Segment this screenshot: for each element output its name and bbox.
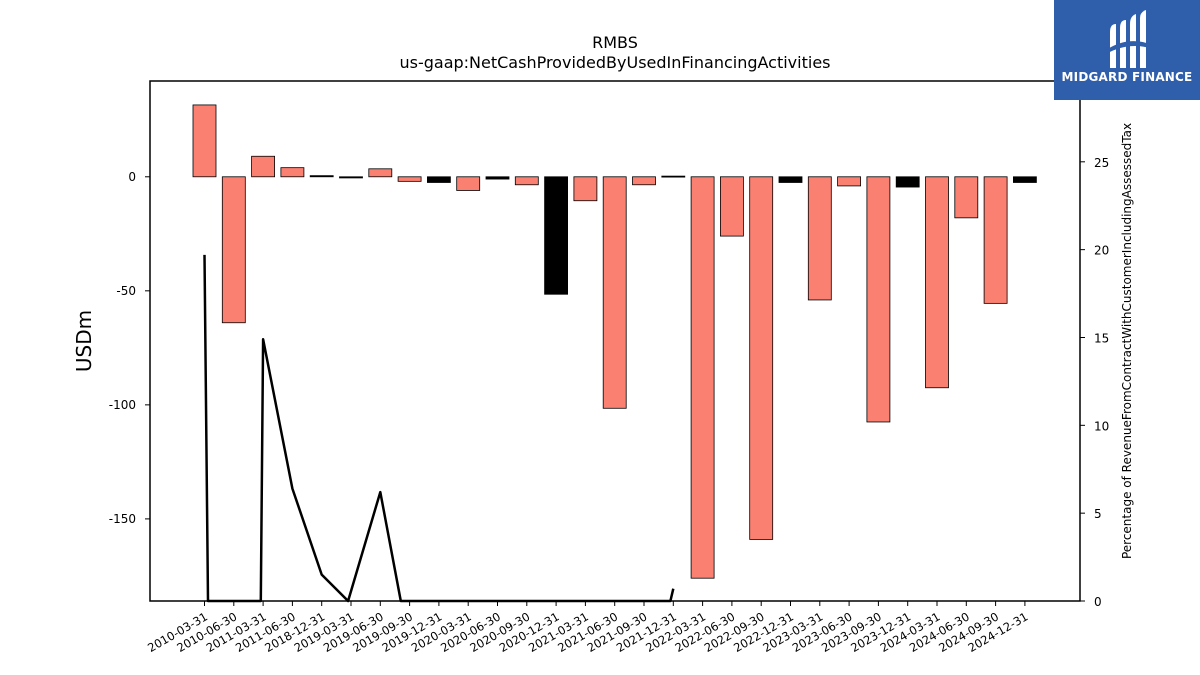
brand-logo: MIDGARD FINANCE xyxy=(1054,0,1200,100)
bar xyxy=(837,176,861,187)
y-axis-label: USDm xyxy=(72,310,96,372)
y-tick-label: 0 xyxy=(128,170,136,184)
bar xyxy=(221,176,246,324)
bar xyxy=(309,175,334,178)
bar xyxy=(983,176,1008,304)
bar xyxy=(602,176,627,409)
y2-tick-label: 20 xyxy=(1094,244,1109,258)
bar xyxy=(368,168,393,178)
bar xyxy=(573,176,598,202)
bar xyxy=(807,176,832,301)
bar xyxy=(749,176,774,540)
bar xyxy=(251,155,276,178)
left-axis-ticks: 0 -50 -100 -150 xyxy=(109,170,150,526)
bar xyxy=(514,176,539,186)
y2-tick-label: 25 xyxy=(1094,156,1109,170)
y-tick-label: -150 xyxy=(109,512,136,526)
bar xyxy=(866,176,891,423)
y-tick-label: -100 xyxy=(109,398,136,412)
y2-tick-label: 10 xyxy=(1094,419,1109,433)
bar-series xyxy=(192,104,1037,579)
y2-tick-label: 15 xyxy=(1094,331,1109,345)
y2-tick-label: 5 xyxy=(1094,507,1102,521)
y-tick-label: -50 xyxy=(116,284,136,298)
bar xyxy=(485,176,510,180)
bar xyxy=(632,176,656,186)
chart-title: RMBS xyxy=(592,33,638,52)
bar xyxy=(397,176,422,182)
logo-text: MIDGARD FINANCE xyxy=(1061,70,1193,84)
bar xyxy=(954,176,979,219)
x-axis-ticks: 2010-03-312010-06-302011-03-312011-06-30… xyxy=(145,601,1030,655)
bar xyxy=(280,167,305,178)
bar xyxy=(339,176,363,179)
bar xyxy=(192,104,217,178)
logo-mark-icon xyxy=(1106,10,1150,68)
y2-tick-label: 0 xyxy=(1094,595,1102,609)
bar xyxy=(456,176,481,191)
bar xyxy=(895,176,920,188)
bar xyxy=(544,176,568,295)
bar xyxy=(925,176,949,389)
bar xyxy=(1013,176,1037,183)
bar xyxy=(778,176,803,183)
bar xyxy=(690,176,715,579)
y2-axis-label: Percentage of RevenueFromContractWithCus… xyxy=(1120,123,1134,559)
bar xyxy=(661,175,686,178)
bar xyxy=(720,176,744,237)
chart-subtitle: us-gaap:NetCashProvidedByUsedInFinancing… xyxy=(399,53,830,72)
right-axis-ticks: 0 5 10 15 20 25 xyxy=(1080,156,1109,609)
bar xyxy=(426,176,451,183)
